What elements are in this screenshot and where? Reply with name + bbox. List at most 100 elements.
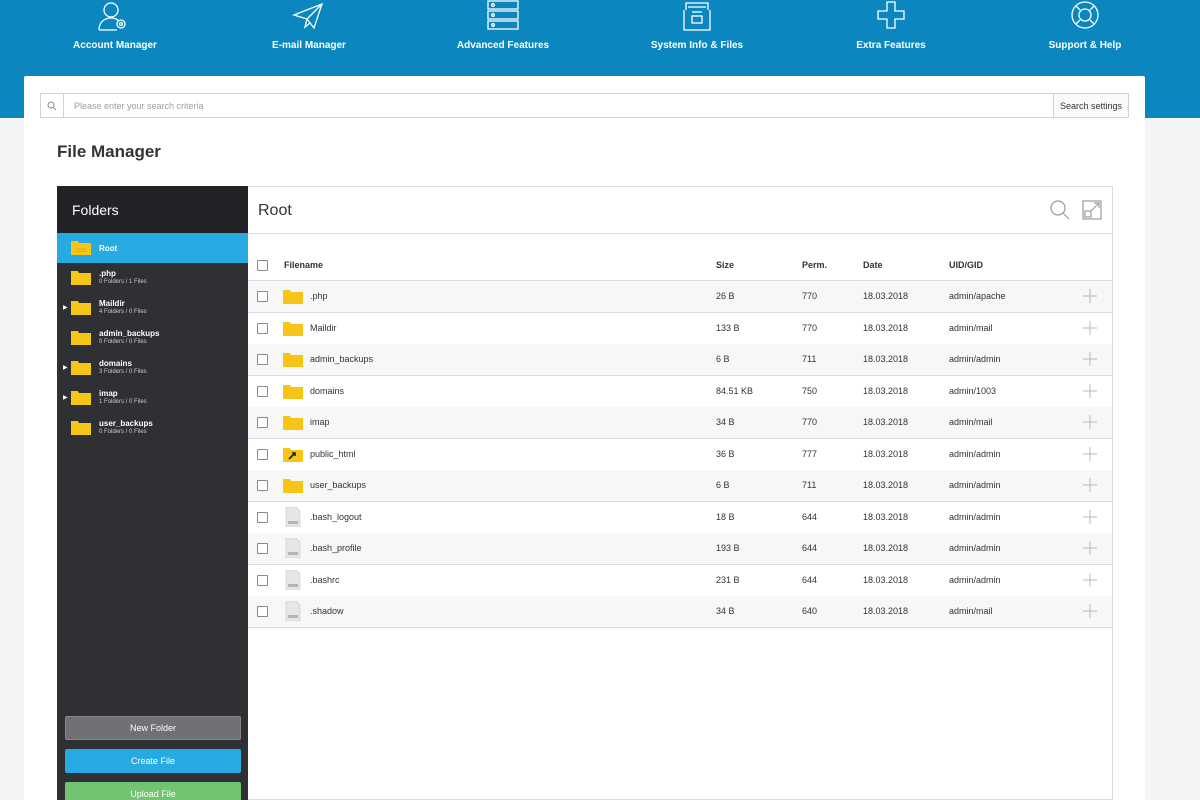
row-checkbox[interactable]: [257, 322, 268, 334]
folder-icon: [71, 331, 91, 345]
sidebar-folder-domains[interactable]: ▶ domains 3 Folders / 0 Files: [57, 353, 248, 383]
folders-sidebar: Folders Root .php 0 Folders / 1 Files ▶ …: [57, 186, 248, 800]
file-name[interactable]: imap: [310, 417, 330, 427]
col-uid-gid[interactable]: UID/GID: [949, 260, 984, 270]
row-checkbox[interactable]: [257, 480, 268, 491]
sidebar-folder-root[interactable]: Root: [57, 233, 248, 263]
row-checkbox[interactable]: [257, 385, 268, 397]
row-checkbox[interactable]: [257, 543, 268, 554]
select-all-checkbox[interactable]: [257, 260, 268, 271]
file-date: 18.03.2018: [863, 385, 909, 396]
table-row[interactable]: domains 84.51 KB 750 18.03.2018 admin/1003: [248, 376, 1112, 408]
table-row[interactable]: public_html 36 B 777 18.03.2018 admin/admin: [248, 439, 1112, 471]
file-name[interactable]: public_html: [310, 448, 356, 459]
new-folder-button[interactable]: New Folder: [65, 716, 241, 740]
nav-email-manager[interactable]: E-mail Manager: [214, 0, 404, 60]
row-actions-plus-icon[interactable]: [1083, 572, 1097, 587]
folder-name: Maildir: [99, 299, 125, 308]
file-name[interactable]: .bashrc: [310, 574, 340, 585]
nav-label: Extra Features: [856, 40, 926, 51]
row-actions-plus-icon[interactable]: [1083, 604, 1097, 618]
search-bar: Search settings: [40, 93, 1129, 118]
row-actions-plus-icon[interactable]: [1083, 415, 1097, 429]
row-actions-plus-icon[interactable]: [1083, 509, 1097, 524]
table-row[interactable]: .bash_profile 193 B 644 18.03.2018 admin/adm…: [248, 533, 1112, 565]
table-row[interactable]: .bash_logout 18 B 644 18.03.2018 admin/admin: [248, 502, 1112, 534]
panel-actions: [1050, 200, 1102, 220]
row-actions-plus-icon[interactable]: [1083, 320, 1097, 335]
file-name[interactable]: .php: [310, 291, 328, 301]
sidebar-folder-php[interactable]: .php 0 Folders / 1 Files: [57, 263, 248, 293]
nav-advanced-features[interactable]: Advanced Features: [408, 0, 598, 60]
row-checkbox[interactable]: [257, 574, 268, 586]
server-icon: [487, 0, 519, 30]
row-checkbox[interactable]: [257, 606, 268, 617]
col-date[interactable]: Date: [863, 260, 883, 270]
file-name[interactable]: .shadow: [310, 606, 344, 616]
file-icon: [283, 600, 303, 623]
table-row[interactable]: .bashrc 231 B 644 18.03.2018 admin/admin: [248, 565, 1112, 597]
account-manager-icon: [98, 2, 126, 31]
expand-icon[interactable]: [1082, 200, 1102, 220]
row-checkbox[interactable]: [257, 354, 268, 365]
file-name[interactable]: .bash_profile: [310, 543, 362, 553]
sidebar-folder-user-backups[interactable]: user_backups 0 Folders / 0 Files: [57, 413, 248, 443]
folder-icon: [283, 320, 303, 338]
folder-icon: [283, 351, 303, 369]
folder-icon: [71, 271, 91, 285]
table-row[interactable]: .php 26 B 770 18.03.2018 admin/apache: [248, 281, 1112, 313]
file-name[interactable]: Maildir: [310, 322, 337, 333]
row-actions-plus-icon[interactable]: [1083, 446, 1097, 461]
col-perm[interactable]: Perm.: [802, 260, 828, 270]
table-row[interactable]: .shadow 34 B 640 18.03.2018 admin/mail: [248, 596, 1112, 628]
file-name[interactable]: .bash_logout: [310, 511, 362, 522]
file-perm: 644: [802, 511, 818, 522]
search-settings-button[interactable]: Search settings: [1052, 94, 1128, 117]
table-row[interactable]: user_backups 6 B 711 18.03.2018 admin/admin: [248, 470, 1112, 502]
table-row[interactable]: Maildir 133 B 770 18.03.2018 admin/mail: [248, 313, 1112, 345]
row-checkbox[interactable]: [257, 417, 268, 428]
file-perm: 644: [802, 543, 818, 553]
nav-extra-features[interactable]: Extra Features: [796, 0, 986, 60]
expand-caret-icon[interactable]: ▶: [63, 305, 68, 311]
row-checkbox[interactable]: [257, 511, 268, 523]
row-actions-plus-icon[interactable]: [1083, 289, 1097, 303]
row-checkbox[interactable]: [257, 448, 268, 460]
nav-system-info[interactable]: System Info & Files: [602, 0, 792, 60]
row-actions-plus-icon[interactable]: [1083, 352, 1097, 366]
current-folder-title: Root: [258, 202, 292, 219]
file-name[interactable]: domains: [310, 385, 345, 396]
sidebar-folder-admin-backups[interactable]: admin_backups 0 Folders / 0 Files: [57, 323, 248, 353]
col-filename[interactable]: Filename: [284, 260, 324, 270]
expand-caret-icon[interactable]: ▶: [63, 365, 68, 371]
create-file-button[interactable]: Create File: [65, 749, 241, 773]
row-actions-plus-icon[interactable]: [1083, 541, 1097, 555]
sidebar-folder-imap[interactable]: ▶ imap 1 Folders / 0 Files: [57, 383, 248, 413]
file-icon: [283, 506, 303, 529]
file-date: 18.03.2018: [863, 543, 909, 553]
folder-name: user_backups: [99, 419, 153, 428]
row-actions-plus-icon[interactable]: [1083, 383, 1097, 398]
table-row[interactable]: imap 34 B 770 18.03.2018 admin/mail: [248, 407, 1112, 439]
expand-caret-icon[interactable]: ▶: [63, 395, 68, 401]
upload-file-button[interactable]: Upload File: [65, 782, 241, 800]
col-size[interactable]: Size: [716, 260, 735, 270]
sidebar-folder-maildir[interactable]: ▶ Maildir 4 Folders / 0 Files: [57, 293, 248, 323]
search-icon[interactable]: [1050, 200, 1070, 220]
nav-account-manager[interactable]: Account Manager: [20, 0, 210, 60]
folder-icon: [71, 421, 91, 435]
search-icon[interactable]: [41, 94, 64, 117]
folder-name: admin_backups: [99, 329, 160, 338]
row-actions-plus-icon[interactable]: [1083, 478, 1097, 492]
table-row[interactable]: admin_backups 6 B 711 18.03.2018 admin/admin: [248, 344, 1112, 376]
sidebar-title: Folders: [57, 186, 248, 233]
file-name[interactable]: admin_backups: [310, 354, 374, 364]
file-name[interactable]: user_backups: [310, 480, 367, 490]
folder-name: domains: [99, 359, 132, 368]
main-nav: Account Manager E-mail Manager Advanced …: [20, 0, 1180, 60]
file-perm: 711: [802, 480, 817, 490]
search-input[interactable]: [64, 100, 1053, 111]
file-date: 18.03.2018: [863, 480, 909, 490]
row-checkbox[interactable]: [257, 291, 268, 302]
nav-support-help[interactable]: Support & Help: [990, 0, 1180, 60]
